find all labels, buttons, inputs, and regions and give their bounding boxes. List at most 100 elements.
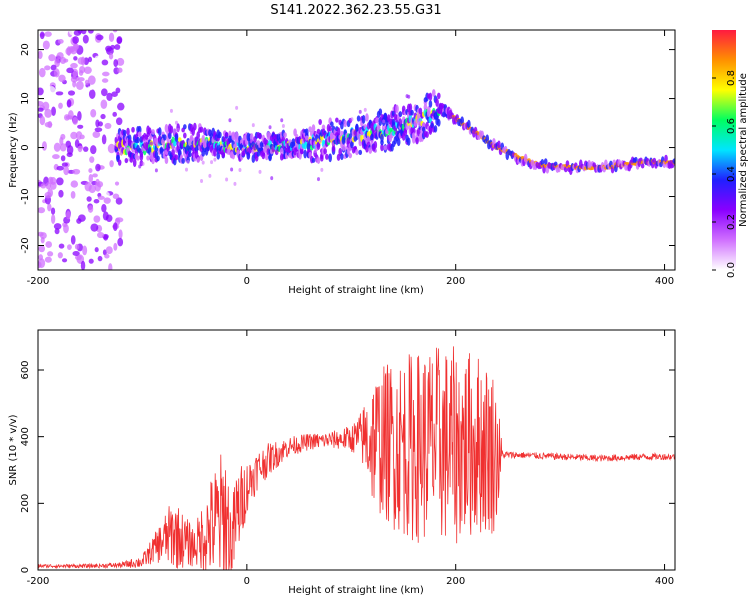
heatmap-cell <box>107 143 116 154</box>
heatmap-cell <box>358 109 362 114</box>
heatmap-cell <box>66 145 74 155</box>
heatmap-cell <box>126 127 130 136</box>
heatmap-cell <box>101 88 108 97</box>
heatmap-cell <box>382 119 386 124</box>
y-tick-label: -20 <box>20 237 31 253</box>
heatmap-cell <box>435 98 439 107</box>
heatmap-cell <box>303 149 307 159</box>
heatmap-cell <box>358 149 363 155</box>
colorbar-label: Normalized spectral amplitude <box>738 73 749 227</box>
heatmap-cell <box>411 134 416 144</box>
heatmap-cell <box>84 181 92 192</box>
heatmap-cell <box>69 47 74 53</box>
heatmap-cell <box>108 52 114 60</box>
figure-title: S141.2022.362.23.55.G31 <box>270 3 441 18</box>
heatmap-cell <box>246 151 251 160</box>
heatmap-cell <box>224 132 229 138</box>
x-tick-label: 200 <box>446 576 465 587</box>
colorbar-tick-label: 0.0 <box>726 262 737 278</box>
heatmap-cell <box>122 129 127 136</box>
heatmap-cell <box>38 107 44 112</box>
heatmap-cell <box>80 260 86 270</box>
heatmap-cell <box>118 229 123 239</box>
heatmap-cell <box>38 50 43 60</box>
heatmap-cell <box>330 121 334 127</box>
heatmap-cell <box>108 263 113 270</box>
heatmap-cell <box>74 243 80 250</box>
heatmap-cell <box>225 177 229 182</box>
heatmap-cell <box>383 145 388 151</box>
heatmap-cell <box>316 177 320 182</box>
heatmap-cell <box>149 141 153 146</box>
heatmap-cell <box>186 159 190 164</box>
heatmap-cell <box>311 157 316 163</box>
heatmap-cell <box>38 245 46 253</box>
heatmap-cell <box>304 135 309 141</box>
heatmap-cell <box>249 133 254 142</box>
x-tick-label: 0 <box>244 276 250 287</box>
spectrogram-y-axis-label: Frequency (Hz) <box>8 112 19 188</box>
y-tick-label: 0 <box>20 567 31 573</box>
heatmap-cell <box>50 64 57 71</box>
heatmap-cell <box>45 182 51 190</box>
heatmap-cell <box>113 242 118 251</box>
heatmap-cell <box>141 161 145 166</box>
heatmap-cell <box>39 115 46 126</box>
heatmap-cell <box>106 92 113 102</box>
heatmap-cell <box>56 177 64 186</box>
heatmap-cell <box>421 126 426 133</box>
heatmap-cell <box>436 118 441 127</box>
heatmap-cell <box>365 145 369 153</box>
heatmap-cell <box>39 232 47 240</box>
heatmap-cell <box>355 149 359 156</box>
heatmap-cell <box>82 34 89 44</box>
heatmap-cell <box>146 155 150 161</box>
heatmap-cell <box>201 160 205 165</box>
y-tick-label: 0 <box>20 144 31 150</box>
heatmap-cell <box>58 243 65 249</box>
heatmap-cell <box>102 211 109 221</box>
heatmap-cell <box>403 128 408 137</box>
heatmap-cell <box>328 153 332 163</box>
heatmap-cell <box>42 40 50 50</box>
heatmap-cell <box>77 111 82 121</box>
heatmap-cell <box>68 30 76 36</box>
heatmap-cell <box>355 124 359 132</box>
heatmap-cell <box>103 197 111 204</box>
heatmap-cell <box>60 133 66 140</box>
heatmap-cell <box>316 128 321 135</box>
heatmap-cell <box>70 180 79 188</box>
heatmap-cell <box>279 147 284 156</box>
heatmap-cell <box>56 165 65 171</box>
heatmap-cell <box>196 157 200 163</box>
heatmap-cell <box>63 58 69 63</box>
y-tick-label: 600 <box>20 360 31 379</box>
y-tick-label: 200 <box>20 494 31 513</box>
heatmap-cell <box>80 56 86 66</box>
heatmap-cell <box>88 258 94 264</box>
heatmap-cell <box>104 192 110 197</box>
heatmap-cell <box>101 204 107 213</box>
heatmap-cell <box>467 119 471 129</box>
heatmap-cell <box>51 198 59 207</box>
heatmap-cell <box>84 79 90 85</box>
heatmap-cell <box>108 32 115 43</box>
heatmap-cell <box>79 134 85 140</box>
heatmap-cell <box>114 44 121 50</box>
heatmap-cell <box>97 255 103 262</box>
heatmap-cell <box>48 133 54 139</box>
heatmap-cell <box>87 205 94 213</box>
heatmap-cell <box>112 111 118 117</box>
heatmap-cell <box>70 131 78 140</box>
heatmap-cell <box>348 152 353 159</box>
heatmap-cell <box>258 169 262 174</box>
heatmap-cell <box>92 173 98 178</box>
heatmap-cell <box>216 152 221 160</box>
heatmap-cell <box>283 132 287 138</box>
heatmap-cell <box>350 117 354 122</box>
heatmap-cell <box>95 119 100 128</box>
heatmap-cell <box>426 105 431 115</box>
heatmap-cell <box>44 191 52 199</box>
y-tick-label: 400 <box>20 427 31 446</box>
